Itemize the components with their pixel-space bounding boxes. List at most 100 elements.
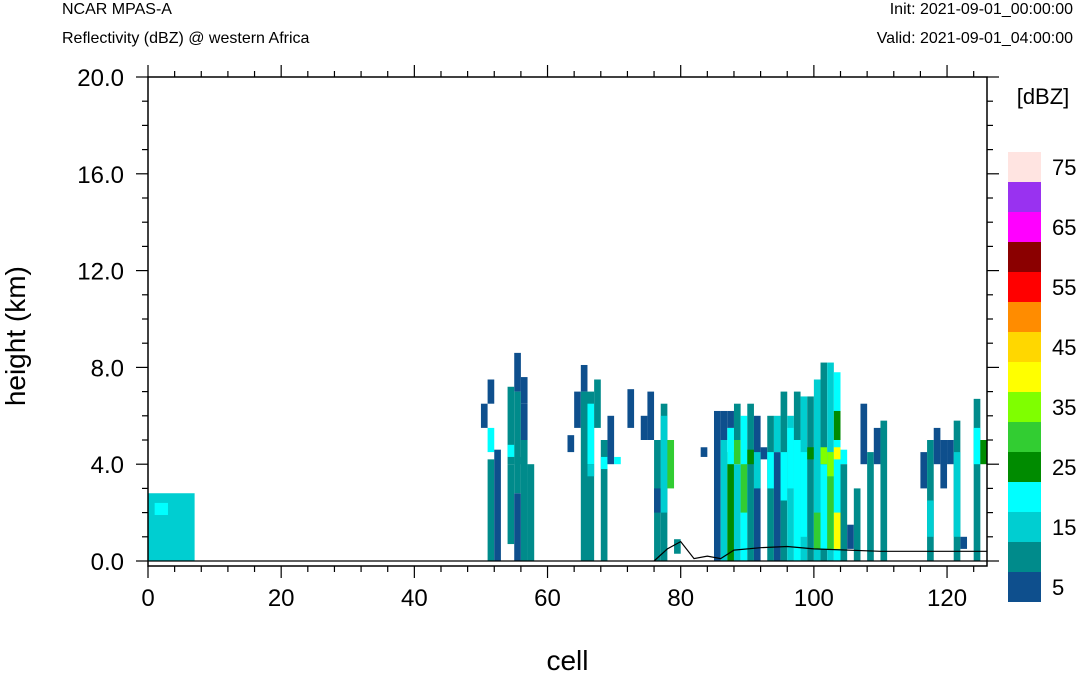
- x-tick-label: 100: [794, 585, 834, 612]
- reflectivity-cell: [527, 464, 535, 561]
- reflectivity-cell: [520, 403, 528, 440]
- x-tick-label: 0: [141, 585, 154, 612]
- colorbar-label: 25: [1052, 455, 1076, 480]
- reflectivity-cell: [600, 456, 608, 470]
- colorbar-swatch: [1008, 242, 1041, 272]
- x-tick-label: 80: [667, 585, 694, 612]
- reflectivity-cell: [514, 391, 521, 465]
- reflectivity-cell: [733, 440, 741, 465]
- reflectivity-cell: [807, 396, 814, 561]
- colorbar-swatch: [1008, 512, 1041, 542]
- x-tick-label: 20: [268, 585, 295, 612]
- x-axis-title: cell: [546, 645, 588, 676]
- reflectivity-cell: [973, 427, 981, 465]
- reflectivity-cell: [800, 452, 808, 537]
- reflectivity-cell: [833, 512, 841, 549]
- reflectivity-cell: [713, 410, 721, 561]
- reflectivity-cell: [933, 427, 941, 465]
- reflectivity-cell: [760, 447, 768, 460]
- reflectivity-cell: [587, 464, 595, 477]
- colorbar-swatch: [1008, 452, 1041, 482]
- reflectivity-cell: [927, 500, 934, 537]
- y-tick-label: 16.0: [77, 162, 124, 189]
- reflectivity-cell: [867, 452, 874, 561]
- reflectivity-cell: [740, 464, 748, 513]
- colorbar-swatch: [1008, 182, 1041, 212]
- reflectivity-cell: [154, 502, 168, 516]
- colorbar-swatch: [1008, 212, 1041, 242]
- x-tick-label: 40: [401, 585, 428, 612]
- reflectivity-cell: [747, 403, 754, 561]
- reflectivity-field: [148, 352, 987, 561]
- reflectivity-cell: [607, 415, 615, 465]
- reflectivity-cell: [820, 447, 828, 465]
- reflectivity-cell: [507, 464, 515, 545]
- reflectivity-cell: [747, 449, 754, 465]
- colorbar-swatch: [1008, 542, 1041, 572]
- reflectivity-cell: [514, 456, 521, 494]
- reflectivity-cell: [674, 539, 681, 554]
- reflectivity-cell: [720, 410, 728, 440]
- reflectivity-cell: [793, 440, 801, 561]
- colorbar-swatch: [1008, 302, 1041, 332]
- reflectivity-cell: [773, 415, 781, 453]
- reflectivity-cell: [727, 427, 734, 465]
- colorbar-swatch: [1008, 272, 1041, 302]
- reflectivity-cell: [647, 391, 655, 440]
- reflectivity-cell: [827, 452, 834, 477]
- reflectivity-cell: [920, 452, 928, 489]
- reflectivity-cell: [940, 440, 948, 489]
- reflectivity-cell: [727, 410, 734, 428]
- reflectivity-cell: [733, 403, 741, 440]
- reflectivity-cell: [833, 447, 841, 460]
- reflectivity-cell: [947, 440, 954, 465]
- reflectivity-cell: [660, 415, 668, 513]
- reflectivity-cell: [953, 452, 961, 537]
- reflectivity-cell: [507, 386, 515, 465]
- reflectivity-cell: [807, 447, 814, 460]
- reflectivity-cell: [514, 493, 521, 561]
- y-tick-label: 4.0: [91, 452, 124, 479]
- reflectivity-cell: [520, 377, 528, 404]
- reflectivity-cell: [873, 427, 881, 465]
- y-tick-label: 20.0: [77, 65, 124, 92]
- reflectivity-cell: [813, 379, 821, 561]
- reflectivity-cell: [654, 488, 661, 513]
- reflectivity-cell: [507, 444, 515, 457]
- colorbar-title: [dBZ]: [1017, 84, 1070, 109]
- reflectivity-cell: [840, 449, 848, 465]
- reflectivity-cell: [487, 379, 495, 404]
- x-tick-label: 60: [534, 585, 561, 612]
- colorbar-label: 35: [1052, 395, 1076, 420]
- reflectivity-cell: [847, 524, 854, 549]
- reflectivity-cell: [753, 452, 761, 489]
- reflectivity-cell: [840, 464, 848, 561]
- reflectivity-cell: [574, 391, 581, 428]
- reflectivity-cell: [494, 449, 501, 561]
- reflectivity-cell: [720, 440, 728, 561]
- reflectivity-cell: [793, 391, 801, 440]
- field-subtitle: Reflectivity (dBZ) @ western Africa: [62, 30, 310, 47]
- colorbar-label: 55: [1052, 275, 1076, 300]
- reflectivity-cell: [514, 352, 521, 392]
- reflectivity-cell: [733, 464, 741, 561]
- reflectivity-cell: [780, 452, 788, 501]
- reflectivity-cell: [520, 440, 528, 561]
- axis-ticks: [136, 65, 999, 578]
- y-tick-label: 12.0: [77, 259, 124, 286]
- reflectivity-cell: [813, 512, 821, 549]
- colorbar-swatch: [1008, 332, 1041, 362]
- reflectivity-cell: [787, 427, 794, 489]
- reflectivity-cell: [580, 364, 588, 392]
- plot-frame: [147, 76, 988, 567]
- init-time: Init: 2021-09-01_00:00:00: [889, 1, 1073, 18]
- y-tick-labels: 0.0 4.0 8.0 12.0 16.0 20.0: [77, 65, 124, 576]
- y-axis-title: height (km): [0, 266, 31, 406]
- x-tick-label: 120: [927, 585, 967, 612]
- colorbar-swatch: [1008, 572, 1041, 602]
- reflectivity-cell: [567, 435, 575, 453]
- terrain-line: [653, 540, 987, 562]
- y-tick-label: 8.0: [91, 355, 124, 382]
- reflectivity-cell: [853, 488, 861, 561]
